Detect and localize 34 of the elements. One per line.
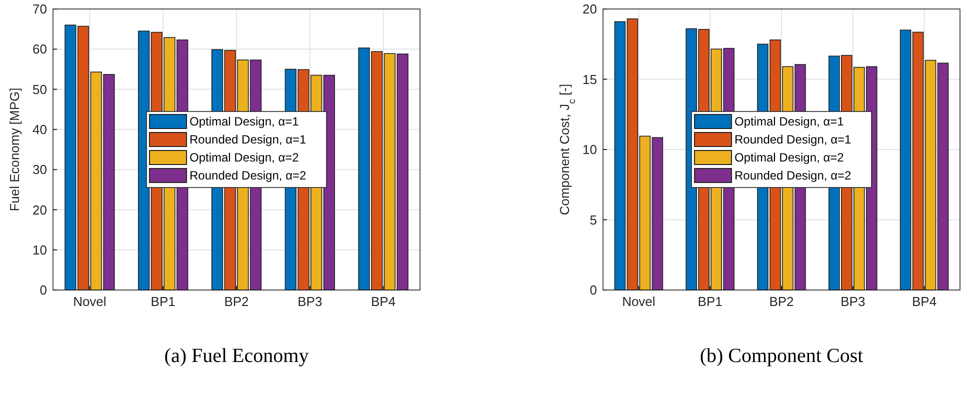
x-tick-label: BP4	[912, 294, 937, 309]
x-tick-label: BP1	[150, 294, 176, 309]
x-tick-label: BP3	[840, 294, 866, 309]
y-tick-label: 0	[590, 282, 597, 298]
y-tick-label: 60	[32, 42, 47, 57]
text: (a) Fuel Economy	[164, 345, 309, 367]
x-tick-label: BP3	[298, 294, 322, 309]
x-tick-label: Novel	[622, 294, 656, 309]
y-tick-label: 30	[32, 162, 47, 178]
x-tick-label: BP2	[769, 294, 794, 309]
x-tick-label: BP4	[371, 294, 396, 309]
x-tick-label: BP1	[698, 294, 722, 309]
y-tick-label: 50	[32, 82, 47, 97]
legend-label: Rounded Design, α=2	[190, 168, 307, 183]
y-tick-label: 20	[582, 2, 597, 17]
y-axis-title: Fuel Economy [MPG]	[7, 88, 22, 212]
legend-label: Optimal Design, α=2	[190, 150, 300, 165]
y-tick-label: 5	[590, 212, 597, 228]
x-tick-label: Novel	[73, 294, 106, 309]
y-tick-label: 10	[582, 142, 597, 158]
y-tick-label: 70	[32, 2, 47, 17]
y-tick-label: 0	[40, 282, 47, 298]
legend-label: Optimal Design, α=2	[734, 150, 844, 165]
y-tick-label: 40	[32, 122, 47, 137]
legend-label: Rounded Design, α=1	[190, 132, 307, 147]
legend-label: Optimal Design, α=1	[190, 114, 300, 129]
legend-label: Optimal Design, α=1	[734, 114, 844, 129]
y-tick-label: 20	[32, 202, 47, 218]
y-tick-label: 15	[582, 72, 597, 87]
legend-label: Rounded Design, α=1	[734, 132, 852, 147]
y-tick-label: 10	[32, 242, 47, 258]
x-tick-label: BP2	[224, 294, 249, 309]
text: (b) Component Cost	[700, 345, 864, 367]
legend-label: Rounded Design, α=2	[734, 168, 852, 183]
